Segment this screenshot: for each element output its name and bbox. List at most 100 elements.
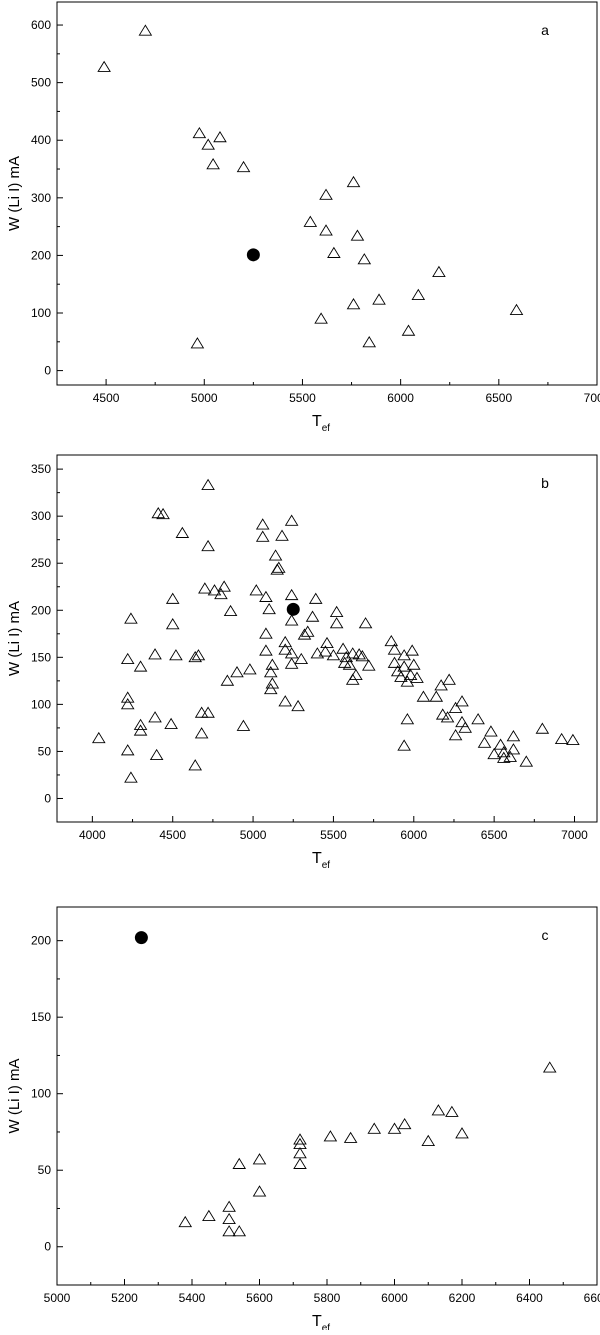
data-point-triangle: [400, 713, 415, 725]
data-point-triangle: [175, 526, 190, 538]
data-point-triangle: [255, 518, 270, 530]
chart-panel-b: 4000 4500 5000 5500 6000 6500 7000 0 50 100 150 200…: [6, 454, 598, 871]
data-point-triangle: [397, 660, 411, 672]
data-point-triangle: [97, 60, 111, 72]
data-point-triangle: [336, 642, 350, 654]
y-tick-label: 100: [31, 697, 51, 711]
data-point-triangle: [293, 1133, 307, 1145]
data-point-triangle: [133, 724, 148, 736]
data-point-triangle: [411, 288, 426, 301]
data-point-triangle: [358, 617, 373, 629]
y-tick-label: 250: [31, 556, 51, 570]
data-point-triangle: [188, 650, 203, 663]
data-point-triangle: [262, 602, 276, 615]
panel-label: b: [541, 475, 549, 491]
data-point-triangle: [259, 627, 273, 639]
data-point-triangle: [329, 605, 344, 618]
data-point-triangle: [372, 293, 386, 305]
data-point-triangle: [519, 755, 534, 767]
y-tick-label: 400: [31, 133, 51, 147]
x-axis-label: Tef: [312, 1313, 330, 1330]
data-point-triangle: [133, 718, 148, 730]
y-tick-label: 500: [31, 76, 51, 90]
x-axis-label-subscript: ef: [322, 860, 331, 871]
data-point-triangle: [263, 666, 278, 678]
data-point-triangle: [542, 1061, 557, 1073]
data-point-triangle: [361, 659, 376, 671]
data-point-triangle: [293, 1147, 307, 1159]
data-point-triangle: [124, 612, 138, 624]
data-point-triangle: [400, 675, 415, 687]
data-point-triangle: [406, 658, 421, 670]
x-tick-label: 5200: [111, 1291, 138, 1305]
data-point-triangle: [243, 663, 257, 675]
data-point-highlight: [246, 248, 260, 262]
data-point-highlight: [134, 931, 148, 945]
data-point-triangle: [303, 215, 318, 227]
data-point-triangle: [337, 656, 352, 668]
x-tick-label: 5000: [191, 391, 218, 405]
x-tick-label: 5000: [240, 828, 267, 842]
data-point-triangle: [506, 729, 521, 742]
data-point-triangle: [432, 265, 446, 277]
data-point-triangle: [190, 337, 205, 349]
data-point-triangle: [429, 690, 444, 702]
data-point-triangle: [416, 690, 431, 702]
data-point-triangle: [192, 126, 207, 139]
data-point-triangle: [493, 738, 508, 750]
data-point-triangle: [249, 584, 264, 596]
y-axis-label: W (Li I) mA: [6, 1059, 23, 1134]
data-point-triangle: [566, 733, 580, 745]
data-point-triangle: [151, 506, 166, 519]
data-point-triangle: [201, 706, 215, 718]
y-tick-label: 150: [31, 1010, 51, 1024]
y-tick-label: 200: [31, 603, 51, 617]
y-tick-label: 600: [31, 18, 51, 32]
y-axis-label: W (Li I) mA: [6, 601, 23, 676]
data-point-triangle: [477, 736, 492, 748]
x-axis-label: Tef: [312, 850, 330, 871]
data-point-triangle: [314, 312, 328, 324]
data-point-triangle: [329, 617, 344, 629]
data-point-triangle: [401, 324, 416, 336]
y-tick-label: 150: [31, 650, 51, 664]
data-point-triangle: [535, 722, 550, 734]
data-point-triangle: [198, 582, 212, 594]
data-point-triangle: [148, 711, 162, 723]
data-point-triangle: [319, 188, 333, 200]
y-tick-label: 50: [38, 744, 52, 758]
plot-frame: [56, 906, 598, 1286]
data-point-triangle: [293, 1157, 307, 1169]
data-point-triangle: [506, 743, 521, 755]
data-point-triangle: [300, 625, 315, 637]
data-point-triangle: [403, 668, 418, 681]
data-point-triangle: [367, 1122, 382, 1134]
data-point-triangle: [188, 759, 203, 771]
data-point-triangle: [343, 1131, 358, 1143]
y-tick-label: 0: [44, 364, 51, 378]
chart-panel-a: 4500 5000 5500 6000 6500 7000 0 100 200 300 400 500…: [6, 1, 600, 434]
data-point-triangle: [232, 1157, 247, 1169]
data-point-triangle: [352, 648, 366, 660]
x-tick-label: 6200: [449, 1291, 476, 1305]
chart-panel-c: 5000 5200 5400 5600 5800 6000 6200 6400 6600 0 50 1…: [6, 906, 600, 1334]
data-point-triangle: [120, 652, 135, 665]
data-point-triangle: [263, 682, 278, 695]
data-point-triangle: [291, 699, 305, 712]
data-point-triangle: [194, 727, 209, 739]
x-tick-label: 6000: [400, 828, 427, 842]
data-point-triangle: [387, 1122, 402, 1134]
x-tick-label: 5800: [314, 1291, 341, 1305]
data-point-triangle: [327, 246, 341, 258]
x-tick-label: 6500: [481, 828, 508, 842]
data-point-triangle: [206, 158, 220, 170]
data-point-triangle: [191, 649, 206, 661]
x-tick-label: 6000: [387, 391, 414, 405]
data-point-triangle: [346, 298, 361, 310]
data-point-triangle: [222, 1225, 236, 1237]
data-point-triangle: [397, 1117, 412, 1130]
data-point-triangle: [120, 698, 135, 710]
data-point-triangle: [164, 717, 178, 729]
data-point-triangle: [387, 643, 402, 655]
